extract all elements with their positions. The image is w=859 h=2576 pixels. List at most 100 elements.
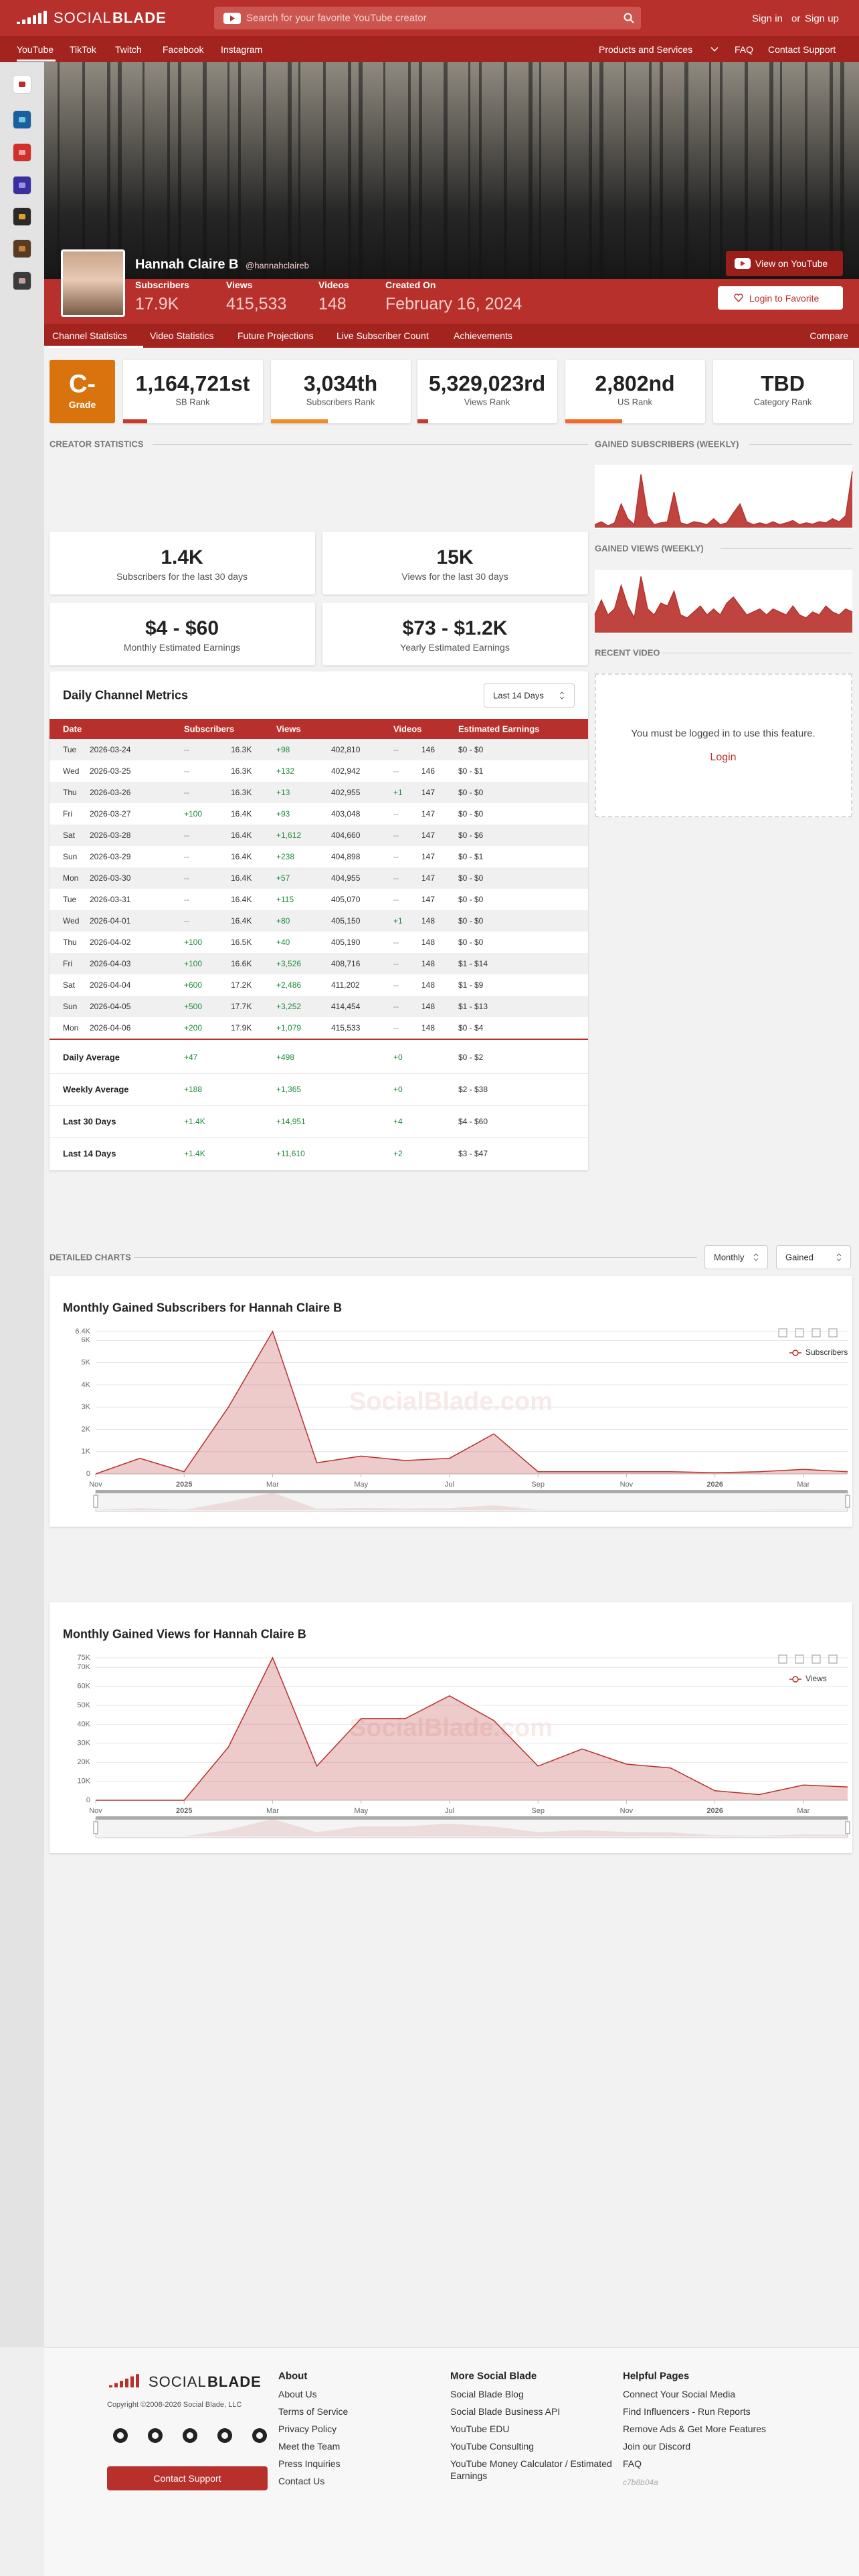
sidebar-icon[interactable]: [13, 75, 31, 94]
login-link[interactable]: Login: [710, 752, 737, 763]
x-tick-label: Nov: [89, 1807, 102, 1815]
footer-link[interactable]: YouTube Money Calculator / Estimated Ear…: [450, 2458, 612, 2481]
footer-link[interactable]: Remove Ads & Get More Features: [623, 2424, 766, 2434]
tree-trunk: [263, 62, 266, 279]
chart-select-text[interactable]: Monthly: [714, 1252, 745, 1263]
footer-link[interactable]: About Us: [278, 2389, 317, 2399]
nav-link[interactable]: TikTok: [70, 44, 96, 55]
sidebar-icon[interactable]: [13, 110, 31, 129]
footer-link[interactable]: FAQ: [623, 2458, 642, 2469]
legend-label: Views: [805, 1674, 827, 1683]
tab[interactable]: Future Projections: [237, 330, 314, 341]
range-select[interactable]: [484, 683, 575, 708]
avatar: [61, 249, 125, 317]
logo-text-bold[interactable]: BLADE: [112, 9, 167, 26]
sidebar-icon[interactable]: [13, 207, 31, 226]
button-text[interactable]: View on YouTube: [755, 258, 828, 269]
range-select-text[interactable]: Last 14 Days: [493, 690, 544, 701]
sparkline: [594, 471, 853, 528]
table-cell: 2026-04-06: [90, 1023, 131, 1033]
search-box[interactable]: [214, 7, 641, 29]
nav-link[interactable]: Twitch: [115, 44, 142, 55]
sidebar-icon[interactable]: [13, 272, 31, 290]
sign-up[interactable]: Sign up: [805, 13, 839, 25]
table-cell: 405,150: [331, 916, 361, 926]
nav-link[interactable]: Facebook: [163, 44, 204, 55]
sidebar-icon[interactable]: [13, 143, 31, 162]
logo-text[interactable]: SOCIAL: [54, 9, 112, 26]
tree-trunk: [468, 62, 470, 279]
nav-link[interactable]: YouTube: [17, 44, 54, 55]
tree-trunk: [419, 62, 422, 279]
chart-select-text[interactable]: Gained: [785, 1252, 814, 1263]
tab[interactable]: Achievements: [454, 330, 512, 341]
toolbox-icon: [778, 1328, 787, 1337]
compare-tab[interactable]: Compare: [809, 330, 848, 341]
table-cell: $0 - $0: [458, 788, 484, 797]
footer-link[interactable]: Find Influencers - Run Reports: [623, 2406, 751, 2417]
footer-logo-bold: BLADE: [207, 2373, 262, 2390]
summary-cell: +0: [393, 1053, 403, 1062]
button-text[interactable]: Login to Favorite: [749, 293, 820, 304]
sidebar-icon[interactable]: [13, 239, 31, 258]
table-cell: 147: [421, 873, 436, 883]
search-placeholder[interactable]: Search for your favorite YouTube creator: [246, 12, 427, 24]
table-cell: --: [393, 809, 399, 819]
tree-trunk: [660, 62, 663, 279]
chart-select[interactable]: [776, 1245, 851, 1269]
tab[interactable]: Live Subscriber Count: [337, 330, 429, 341]
footer-link[interactable]: Press Inquiries: [278, 2458, 341, 2469]
favorite-button[interactable]: [718, 286, 843, 310]
nav-link[interactable]: Contact Support: [768, 44, 836, 55]
footer-link[interactable]: Terms of Service: [278, 2406, 349, 2417]
grade-label: Grade: [68, 399, 96, 410]
tab[interactable]: Channel Statistics: [52, 330, 128, 341]
footer-link[interactable]: Meet the Team: [278, 2441, 341, 2452]
navigator-area: [96, 1493, 848, 1510]
sparkline: [594, 576, 853, 633]
logo-bar: [22, 19, 25, 24]
sidebar-icon-inner: [19, 183, 25, 188]
footer-link[interactable]: YouTube EDU: [450, 2424, 510, 2434]
contact-support-text[interactable]: Contact Support: [153, 2473, 221, 2484]
tab[interactable]: Video Statistics: [150, 330, 214, 341]
table-cell: 17.9K: [231, 1023, 252, 1033]
footer-link[interactable]: Social Blade Blog: [450, 2389, 524, 2399]
footer-link[interactable]: Social Blade Business API: [450, 2406, 561, 2417]
table-row: [50, 825, 588, 846]
footer-link[interactable]: YouTube Consulting: [450, 2441, 535, 2452]
table-cell: 147: [421, 831, 436, 840]
table-cell: $0 - $0: [458, 916, 484, 926]
tree-trunk: [539, 62, 541, 279]
footer-link[interactable]: Join our Discord: [623, 2441, 691, 2452]
footer-link[interactable]: Privacy Policy: [278, 2424, 337, 2434]
stat-value: February 16, 2024: [385, 294, 522, 314]
table-cell: --: [184, 788, 189, 797]
contact-support-button[interactable]: [107, 2466, 268, 2490]
nav-link[interactable]: Products and Services: [599, 44, 693, 55]
nav-link[interactable]: Instagram: [221, 44, 263, 55]
y-tick-label: 50K: [77, 1701, 90, 1709]
nav-link[interactable]: FAQ: [735, 44, 754, 55]
table-cell: Wed: [63, 916, 80, 926]
toolbox-icon: [828, 1654, 838, 1664]
legend-marker: [792, 1350, 799, 1356]
table-header: [50, 719, 588, 739]
summary-cell: +4: [393, 1117, 403, 1126]
sidebar-icon[interactable]: [13, 176, 31, 195]
sign-in[interactable]: Sign in: [752, 13, 783, 25]
table-cell: +2,486: [276, 980, 302, 990]
x-tick-label: Mar: [266, 1807, 279, 1815]
table-cell: 148: [421, 938, 436, 947]
table-cell: Sun: [63, 852, 78, 861]
sidebar-icon-inner: [19, 117, 25, 122]
table-cell: 16.3K: [231, 745, 252, 754]
table-row: [50, 996, 588, 1017]
footer-link[interactable]: Connect Your Social Media: [623, 2389, 736, 2399]
footer-link[interactable]: Contact Us: [278, 2476, 325, 2486]
chart-select[interactable]: [704, 1245, 768, 1269]
rank-card: [565, 360, 705, 423]
social-icon-inner: [187, 2432, 193, 2439]
table-cell: 148: [421, 916, 436, 926]
